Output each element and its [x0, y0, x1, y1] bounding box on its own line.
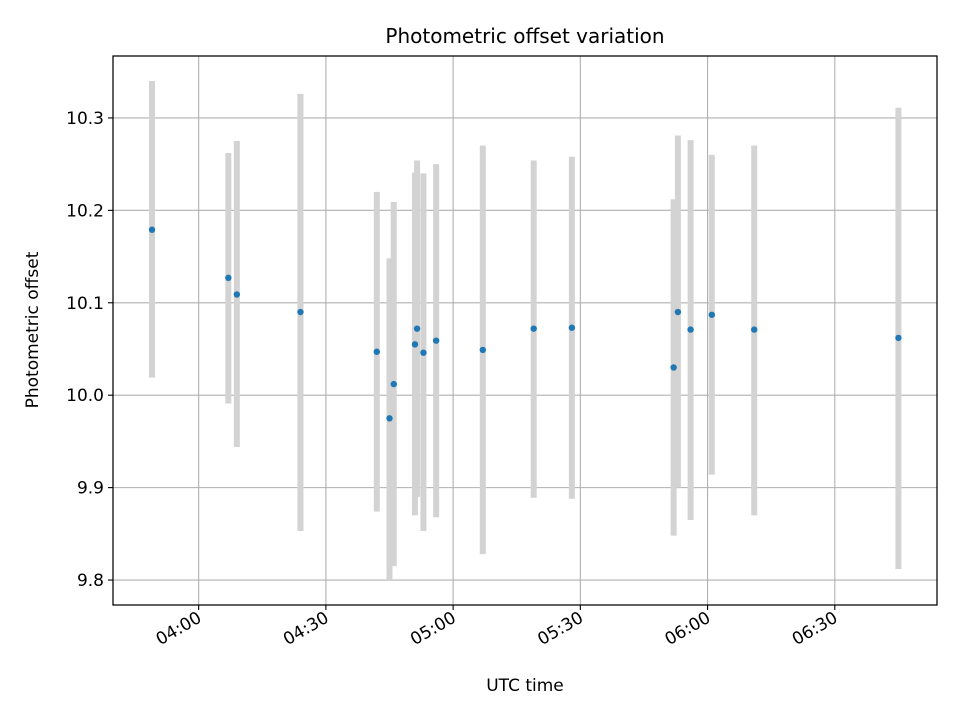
data-point — [687, 326, 694, 333]
data-point — [568, 324, 576, 331]
plot-frame — [112, 55, 938, 606]
data-point — [373, 348, 380, 355]
data-point — [390, 380, 397, 388]
data-point — [413, 325, 421, 332]
y-tick-label: 10.1 — [66, 294, 104, 314]
y-axis-label: Photometric offset — [23, 251, 43, 408]
x-axis-label: UTC time — [486, 676, 564, 696]
data-point — [751, 326, 758, 333]
y-tick-label: 10.2 — [66, 201, 104, 221]
data-point — [674, 308, 682, 316]
data-point — [530, 325, 537, 332]
data-point — [895, 334, 902, 342]
data-point — [479, 346, 487, 354]
data-point — [386, 415, 393, 422]
chart-title: Photometric offset variation — [385, 24, 664, 48]
y-tick-label: 9.9 — [77, 479, 104, 499]
data-point — [148, 226, 156, 233]
y-axis-ticks: 9.8 9.9 10.0 10.1 10.2 10.3 — [66, 109, 113, 591]
data-point — [432, 337, 440, 344]
data-point — [297, 308, 304, 316]
data-point — [708, 311, 716, 318]
data-point — [420, 349, 427, 356]
y-tick-label: 10.3 — [66, 109, 104, 129]
y-tick-label: 10.0 — [66, 386, 104, 406]
data-points — [148, 226, 902, 422]
data-point — [411, 341, 419, 348]
data-point — [670, 364, 677, 371]
data-point — [225, 274, 232, 282]
grid — [113, 56, 937, 605]
data-point — [233, 291, 241, 298]
y-tick-label: 9.8 — [77, 571, 104, 591]
